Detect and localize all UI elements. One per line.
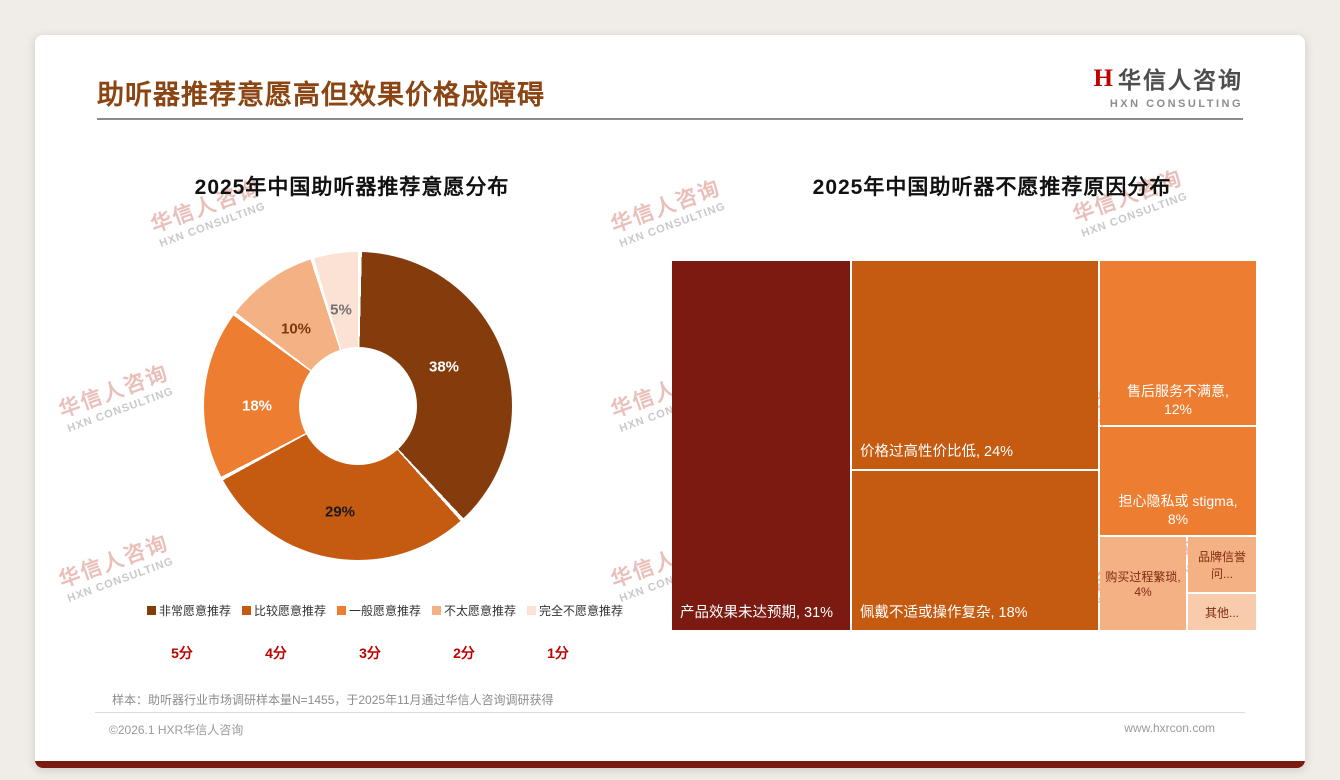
score-label: 3分 — [359, 645, 381, 661]
legend-swatch — [336, 606, 346, 615]
score-label: 1分 — [547, 645, 569, 661]
pie-legend: 非常愿意推荐 比较愿意推荐 一般愿意推荐 不太愿意推荐 完全不愿意推荐 — [95, 602, 675, 619]
pie-slice-label: 18% — [241, 397, 273, 415]
treemap-label: 价格过高性价比低, 24% — [860, 444, 1014, 460]
slide-card: 华信人咨询 HXN CONSULTING 华信人咨询 HXN CONSULTING … — [35, 35, 1305, 768]
legend-item: 一般愿意推荐 — [336, 602, 421, 619]
legend-item: 不太愿意推荐 — [432, 602, 516, 619]
treemap-label: 其他... — [1204, 605, 1239, 620]
legend-swatch — [241, 606, 251, 615]
treemap-label: 售后服务不满意, 12% — [1127, 383, 1229, 417]
treemap-block: 产品效果未达预期, 31% — [672, 261, 850, 630]
score-label: 2分 — [453, 645, 475, 661]
treemap-block: 佩戴不适或操作复杂, 18% — [852, 471, 1098, 630]
treemap-label: 品牌信誉问... — [1197, 549, 1246, 581]
legend-label: 不太愿意推荐 — [444, 604, 517, 618]
pie-slice-label: 10% — [280, 320, 312, 338]
score-label: 4分 — [265, 645, 287, 661]
company-logo: H 华信人咨询 HXN CONSULTING — [1093, 61, 1243, 111]
treemap-block: 其他... — [1188, 594, 1256, 630]
donut-chart-area: 38% 29% 18% 10% 5% — [204, 252, 512, 560]
footer-divider — [95, 712, 1245, 713]
score-label: 5分 — [171, 645, 193, 661]
logo-text-cn: 华信人咨询 — [1118, 67, 1243, 93]
treemap-label: 产品效果未达预期, 31% — [680, 605, 834, 621]
legend-label: 非常愿意推荐 — [158, 604, 231, 618]
title-divider — [97, 118, 1243, 120]
legend-swatch — [146, 606, 156, 615]
logo-text-en: HXN CONSULTING — [1109, 98, 1243, 110]
pie-chart-title: 2025年中国助听器推荐意愿分布 — [194, 176, 510, 199]
website-link[interactable]: www.hxrcon.com — [1124, 721, 1215, 735]
treemap-label: 佩戴不适或操作复杂, 18% — [860, 605, 1028, 621]
legend-item: 比较愿意推荐 — [241, 602, 326, 619]
legend-label: 一般愿意推荐 — [348, 604, 421, 618]
logo-icon: H — [1093, 64, 1113, 92]
legend-item: 非常愿意推荐 — [146, 602, 231, 619]
donut-hole — [299, 347, 417, 465]
page-title: 助听器推荐意愿高但效果价格成障碍 — [97, 80, 545, 110]
treemap-block: 担心隐私或 stigma, 8% — [1100, 427, 1256, 535]
legend-swatch — [527, 606, 537, 615]
sample-note: 样本：助听器行业市场调研样本量N=1455，于2025年11月通过华信人咨询调研… — [112, 693, 554, 707]
treemap-chart: 产品效果未达预期, 31% 价格过高性价比低, 24% 佩戴不适或操作复杂, 1… — [672, 261, 1256, 630]
pie-slice-label: 38% — [428, 358, 460, 376]
legend-swatch — [432, 606, 441, 615]
pie-slice-label: 29% — [324, 503, 356, 521]
legend-item: 完全不愿意推荐 — [527, 602, 623, 619]
treemap-block: 售后服务不满意, 12% — [1100, 261, 1256, 425]
pie-slice-label: 5% — [330, 301, 352, 319]
treemap-chart-title: 2025年中国助听器不愿推荐原因分布 — [812, 176, 1172, 199]
legend-label: 完全不愿意推荐 — [539, 604, 624, 618]
copyright-text: ©2026.1 HXR华信人咨询 — [109, 723, 244, 737]
treemap-block: 购买过程繁琐, 4% — [1100, 537, 1186, 630]
treemap-block: 价格过高性价比低, 24% — [852, 261, 1098, 469]
score-row: 5分 4分 3分 2分 1分 — [135, 643, 605, 663]
legend-label: 比较愿意推荐 — [253, 604, 326, 618]
treemap-label: 担心隐私或 stigma, 8% — [1118, 493, 1238, 527]
bottom-accent-bar — [35, 761, 1305, 768]
treemap-block: 品牌信誉问... — [1188, 537, 1256, 592]
treemap-label: 购买过程繁琐, 4% — [1105, 570, 1181, 599]
